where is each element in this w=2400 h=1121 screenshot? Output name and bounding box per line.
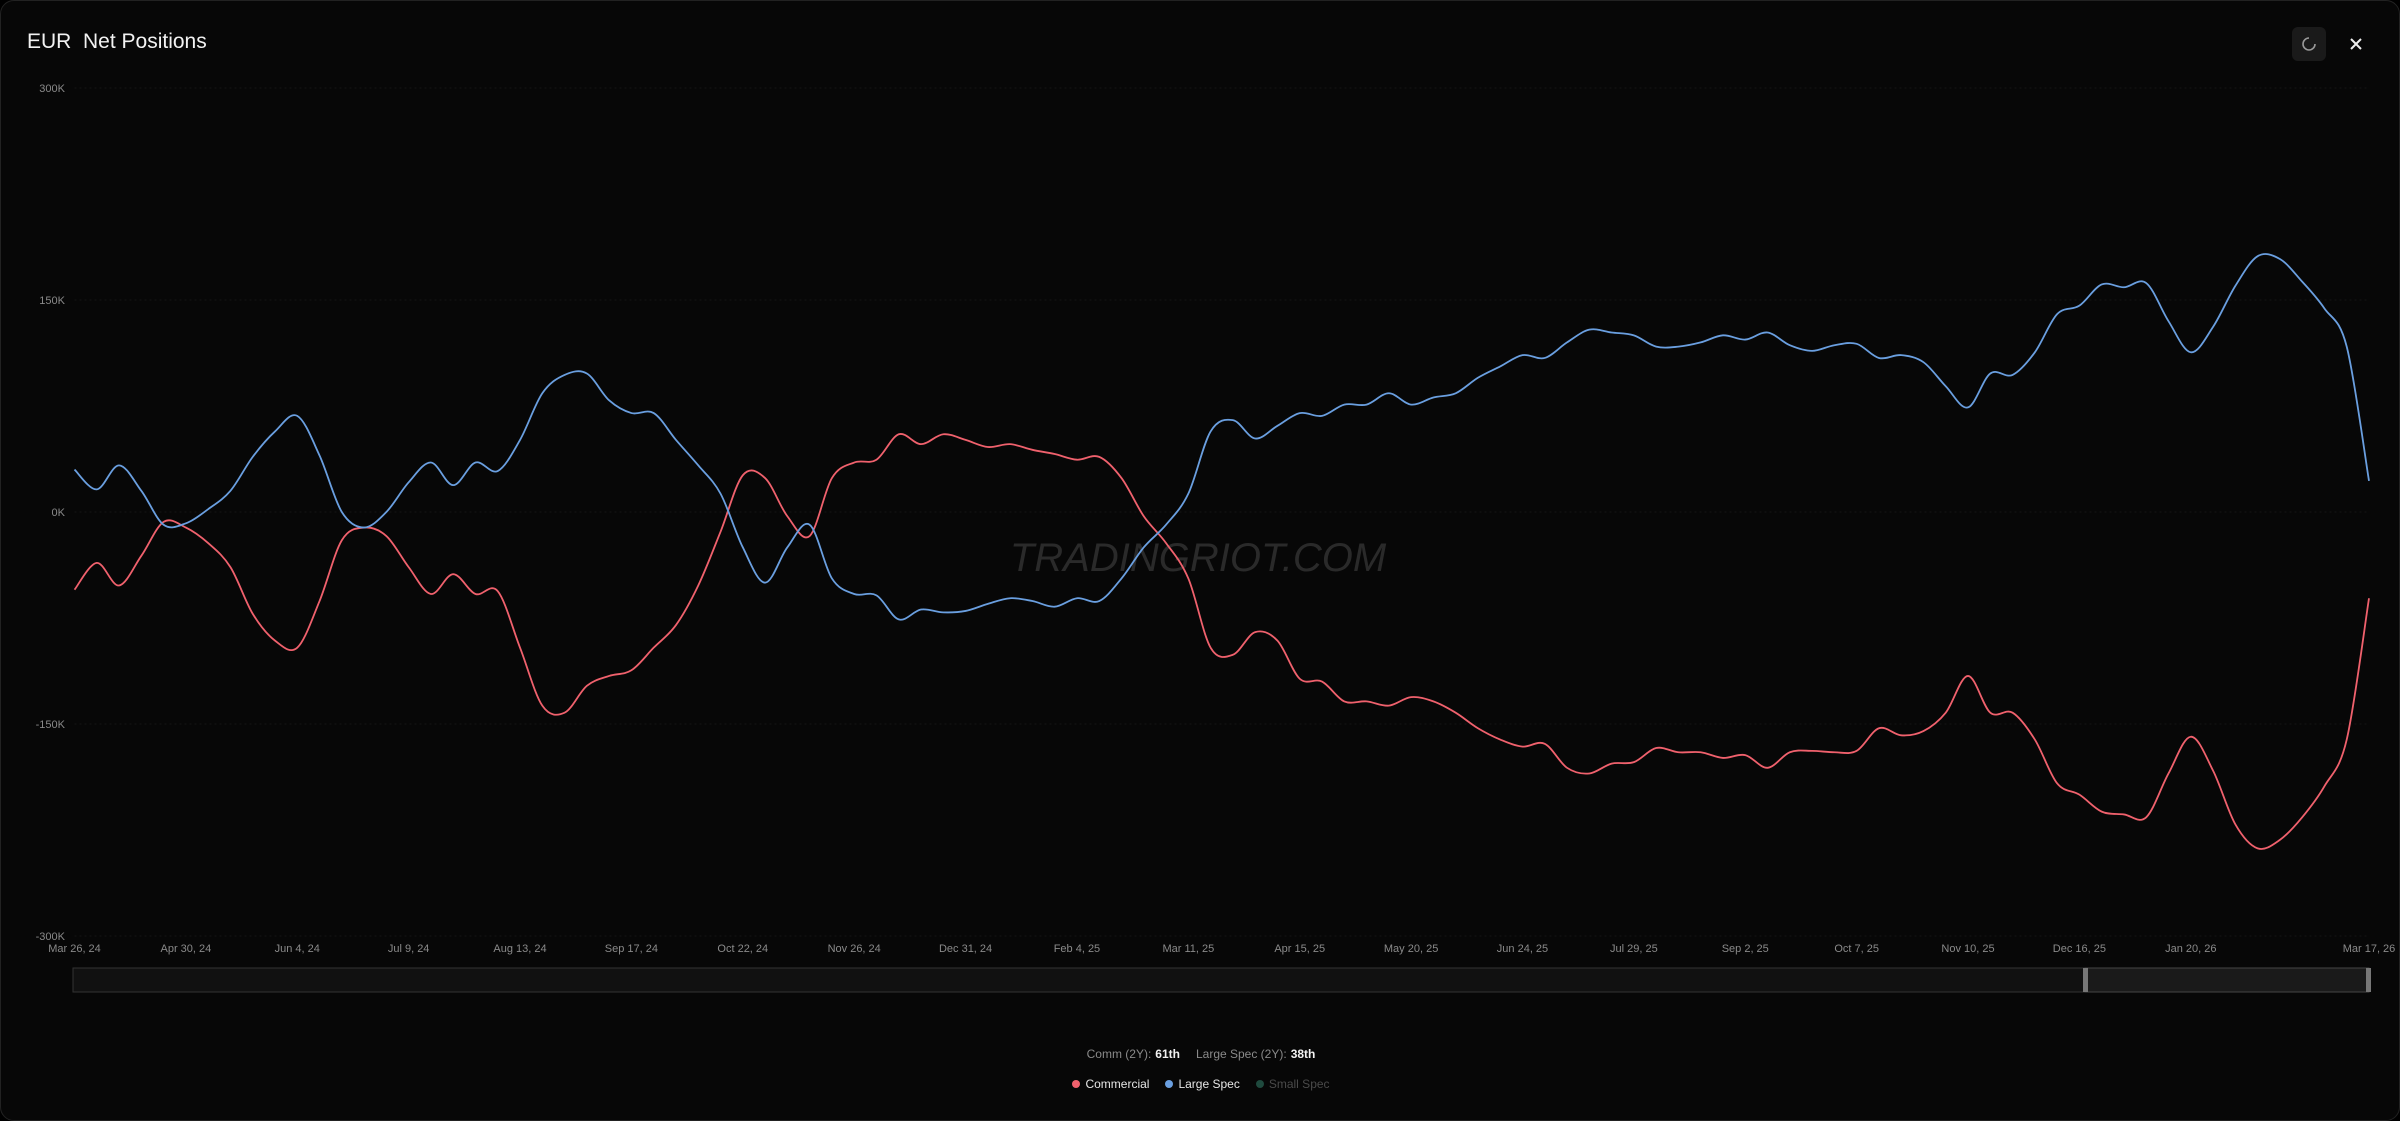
x-tick-label: Dec 31, 24: [939, 943, 992, 955]
legend-label: Small Spec: [1268, 1077, 1330, 1091]
y-tick-label: -300K: [36, 931, 66, 943]
stat: Large Spec (2Y): 38th: [1196, 1047, 1315, 1061]
chart: TRADINGRIOT.COM -300K -150K 0K 150K 300K Mar 2…: [36, 83, 2396, 993]
x-tick-label: Dec 16, 25: [2053, 943, 2106, 955]
close-button[interactable]: [2339, 27, 2373, 61]
legend-item[interactable]: Small Spec: [1255, 1077, 1330, 1091]
x-tick-label: Nov 10, 25: [1941, 943, 1994, 955]
x-tick-label: Jul 29, 25: [1610, 943, 1658, 955]
legend-dot: [1255, 1080, 1264, 1088]
stat-label: Comm (2Y):: [1086, 1047, 1152, 1061]
y-tick-label: -150K: [36, 719, 66, 731]
stats: Comm (2Y): 61th Large Spec (2Y): 38th: [1, 1047, 2399, 1061]
legend-item[interactable]: Large Spec: [1165, 1077, 1240, 1091]
stat: Comm (2Y): 61th: [1087, 1047, 1180, 1061]
y-tick-label: 300K: [39, 83, 65, 95]
x-tick-label: Jun 24, 25: [1497, 943, 1548, 955]
x-tick-label: Jun 4, 24: [275, 943, 320, 955]
refresh-icon: [2302, 37, 2316, 51]
x-tick-label: Mar 26, 24: [48, 943, 101, 955]
x-tick-label: Aug 13, 24: [493, 943, 546, 955]
navigator-handle[interactable]: [2083, 968, 2088, 992]
refresh-button[interactable]: [2292, 27, 2326, 61]
title: EUR Net Positions: [27, 30, 207, 53]
x-tick-label: Sep 17, 24: [605, 943, 658, 955]
navigator: [72, 967, 2370, 993]
x-tick-label: Feb 4, 25: [1054, 943, 1100, 955]
legend-item[interactable]: Commercial: [1072, 1077, 1149, 1091]
watermark: TRADINGRIOT.COM: [1010, 536, 1387, 580]
stat-value: 61th: [1155, 1047, 1180, 1061]
x-tick-label: Oct 7, 25: [1834, 943, 1879, 955]
stat-label: Large Spec (2Y):: [1195, 1047, 1287, 1061]
x-tick-label: Jan 20, 26: [2165, 943, 2216, 955]
x-tick-label: Sep 2, 25: [1722, 943, 1769, 955]
navigator-selection: [2084, 967, 2370, 993]
navigator-handle[interactable]: [2366, 968, 2371, 992]
series-line: [73, 433, 2370, 850]
close-icon: [2350, 38, 2362, 50]
x-tick-label: Mar 11, 25: [1162, 943, 1214, 955]
x-tick-label: Apr 15, 25: [1274, 943, 1325, 955]
x-tick-label: May 20, 25: [1384, 943, 1438, 955]
legend-dot: [1072, 1080, 1081, 1088]
legend: Commercial Large Spec Small Spec: [1, 1077, 2399, 1091]
y-tick-label: 0K: [52, 507, 66, 519]
series-line: [73, 253, 2370, 621]
stat-value: 38th: [1290, 1047, 1316, 1061]
x-tick-label: Mar 17, 26: [2343, 943, 2396, 955]
legend-label: Large Spec: [1178, 1077, 1240, 1091]
x-tick-label: Jul 9, 24: [388, 943, 430, 955]
legend-dot: [1165, 1080, 1174, 1088]
x-tick-label: Apr 30, 24: [161, 943, 212, 955]
y-tick-label: 150K: [39, 295, 65, 307]
x-tick-label: Nov 26, 24: [828, 943, 881, 955]
x-tick-label: Oct 22, 24: [717, 943, 768, 955]
legend-label: Commercial: [1085, 1077, 1150, 1091]
